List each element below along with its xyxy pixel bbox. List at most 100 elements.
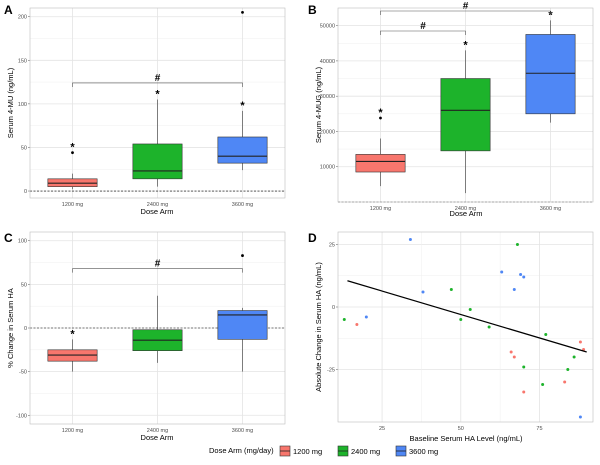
box-3600-mg	[525, 20, 576, 123]
box-body	[355, 154, 406, 173]
bracket-line	[72, 268, 243, 273]
scatter-point	[578, 340, 582, 344]
y-tick-label: 40000	[320, 59, 335, 65]
bracket-line	[380, 10, 551, 15]
scatter-point	[522, 390, 526, 394]
x-axis-title: Dose Arm	[141, 207, 174, 216]
y-tick-label: 50000	[320, 24, 335, 30]
box-body	[440, 78, 491, 152]
legend-label: 3600 mg	[409, 447, 438, 456]
y-tick-label: -100	[16, 413, 27, 419]
scatter-point	[515, 243, 519, 246]
significance-bracket: #	[72, 259, 243, 273]
x-axis-title: Dose Arm	[141, 433, 174, 442]
y-tick-label: 10000	[320, 165, 335, 171]
scatter-point	[449, 288, 453, 291]
scatter-point	[566, 368, 570, 371]
y-tick-label: 100	[18, 239, 27, 245]
significance-bracket: #	[72, 73, 243, 87]
y-tick-label: 50	[21, 282, 27, 288]
panel-border	[29, 231, 286, 425]
y-tick-label: -25	[327, 368, 335, 374]
y-tick-label: 25	[329, 243, 335, 249]
significance-bracket: #	[380, 21, 466, 35]
outlier-point	[71, 151, 74, 155]
x-tick-label: 50	[458, 426, 464, 432]
bracket-label: #	[420, 21, 426, 32]
box-body	[217, 136, 268, 164]
bracket-label: #	[155, 259, 161, 270]
significance-star: *	[378, 107, 383, 119]
x-axis-title: Baseline Serum HA Level (ng/mL)	[410, 434, 523, 443]
x-tick-label: 3600 mg	[232, 202, 253, 208]
scatter-point	[578, 415, 582, 419]
y-tick-label: 0	[24, 326, 27, 332]
panel-a: A 0 50 100 150 200 1200 mg 2400 mg 3600 mg Dose A…	[4, 3, 286, 216]
panel-border	[337, 7, 594, 203]
legend-item: 1200 mg	[279, 445, 322, 457]
y-tick-label: 200	[18, 15, 27, 21]
series-3600-mg	[364, 238, 582, 419]
scatter-point	[544, 333, 548, 336]
scatter-point	[563, 380, 567, 384]
x-tick-label: 1200 mg	[62, 428, 83, 434]
panel-b: B 10000 20000 30000 40000 50000 1200 mg 2400 mg…	[308, 1, 594, 218]
box-3600-mg	[217, 254, 268, 372]
x-tick-label: 1200 mg	[370, 206, 391, 212]
panel-letter: D	[308, 231, 317, 245]
x-tick-label: 2400 mg	[455, 206, 476, 212]
x-tick-label: 25	[379, 426, 385, 432]
outlier-point	[241, 10, 244, 14]
scatter-point	[487, 325, 491, 329]
y-axis-title: % Change in Serum HA	[6, 288, 15, 368]
y-axis-title: Serum 4-MU (ng/mL)	[6, 67, 15, 138]
significance-star: *	[70, 328, 75, 340]
significance-bracket: #	[380, 1, 551, 15]
box-body	[525, 34, 576, 115]
significance-star: *	[240, 100, 245, 112]
scatter-point	[468, 308, 472, 311]
x-tick-label: 2400 mg	[147, 428, 168, 434]
y-axis-title: Serum 4-MUG (ng/mL)	[314, 66, 323, 143]
legend-label: 2400 mg	[351, 447, 380, 456]
significance-star: *	[155, 89, 160, 101]
legend-title: Dose Arm (mg/day)	[209, 446, 274, 455]
scatter-point	[522, 275, 526, 279]
series-1200-mg	[355, 323, 586, 394]
x-axis-title: Dose Arm	[450, 209, 483, 218]
scatter-point	[364, 315, 368, 319]
bracket-line	[380, 30, 466, 35]
x-tick-label: 2400 mg	[147, 202, 168, 208]
scatter-point	[500, 270, 504, 274]
scatter-point	[509, 350, 513, 354]
y-tick-label: -50	[19, 370, 27, 376]
outlier-point	[241, 254, 244, 257]
legend-label: 1200 mg	[293, 447, 322, 456]
scatter-point	[512, 288, 516, 291]
y-tick-label: 20000	[320, 129, 335, 135]
legend-item: 2400 mg	[337, 445, 380, 457]
box-1200-mg	[47, 151, 98, 190]
y-tick-label: 150	[18, 58, 27, 64]
panel-d: D -25 0 25 25 50 75 Baseline Serum HA Level (ng…	[308, 231, 594, 443]
panel-letter: C	[4, 231, 13, 245]
x-tick-label: 75	[536, 426, 542, 432]
box-1200-mg	[47, 339, 98, 372]
scatter-point	[342, 318, 346, 321]
scatter-point	[408, 238, 412, 241]
legend: Dose Arm (mg/day) 1200 mg 2400 mg 3600 mg	[209, 445, 438, 457]
panel-letter: A	[4, 3, 13, 17]
scatter-point	[512, 355, 516, 359]
scatter-point	[355, 323, 359, 326]
bracket-line	[72, 82, 243, 87]
panel-border	[29, 7, 286, 199]
bracket-label: #	[463, 1, 469, 12]
y-tick-label: 100	[18, 102, 27, 108]
y-axis-title: Absolute Change in Serum HA (ng/mL)	[314, 262, 323, 392]
y-tick-label: 0	[24, 189, 27, 195]
panel-letter: B	[308, 3, 317, 17]
plot-area	[338, 232, 593, 422]
outlier-point	[379, 116, 382, 120]
box-2400-mg	[132, 295, 183, 363]
